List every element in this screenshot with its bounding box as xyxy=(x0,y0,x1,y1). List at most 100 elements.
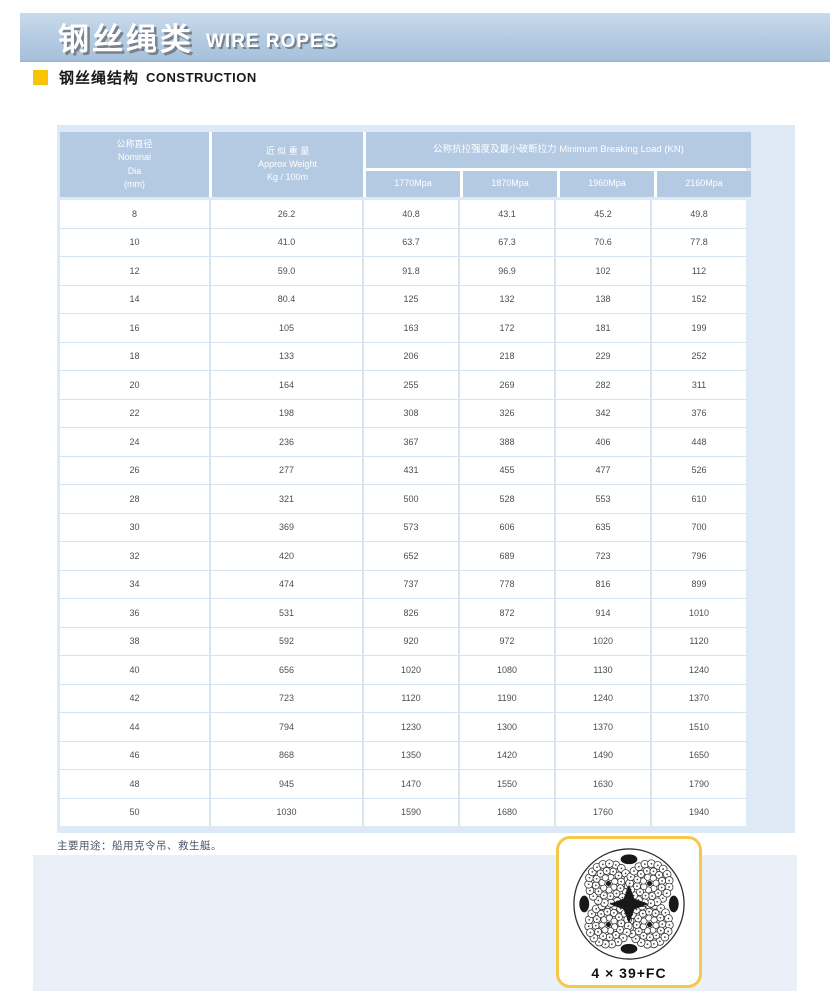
cell-load-1770: 920 xyxy=(364,627,458,655)
cell-load-1770: 500 xyxy=(364,485,458,513)
cell-load-1770: 255 xyxy=(364,371,458,399)
cell-diameter: 26 xyxy=(60,456,209,484)
cell-diameter: 48 xyxy=(60,770,209,798)
header-nominal-dia: 公称直径 Nominal Dia (mm) xyxy=(60,132,209,197)
cell-load-1870: 1420 xyxy=(460,741,554,769)
cell-load-1770: 367 xyxy=(364,428,458,456)
cell-weight: 105 xyxy=(211,314,362,342)
cell-load-2160: 1240 xyxy=(652,656,746,684)
cell-diameter: 8 xyxy=(60,200,209,228)
cell-diameter: 20 xyxy=(60,371,209,399)
cell-load-1770: 125 xyxy=(364,285,458,313)
cell-load-1870: 1300 xyxy=(460,713,554,741)
cell-load-2160: 1370 xyxy=(652,684,746,712)
cell-load-1960: 342 xyxy=(556,399,650,427)
banner-title-zh: 钢丝绳类 xyxy=(58,22,194,57)
cell-load-1960: 229 xyxy=(556,342,650,370)
cell-diameter: 46 xyxy=(60,741,209,769)
cell-load-2160: 1010 xyxy=(652,599,746,627)
cell-load-1870: 96.9 xyxy=(460,257,554,285)
header-grade-1770: 1770Mpa xyxy=(366,171,460,197)
cell-load-1770: 91.8 xyxy=(364,257,458,285)
cell-load-2160: 448 xyxy=(652,428,746,456)
header-breaking-load: 公称抗拉强度及最小破断拉力 Minimum Breaking Load (KN) xyxy=(366,132,751,168)
cell-load-1960: 45.2 xyxy=(556,200,650,228)
cell-load-1870: 43.1 xyxy=(460,200,554,228)
cell-weight: 868 xyxy=(211,741,362,769)
cell-weight: 41.0 xyxy=(211,228,362,256)
cell-load-1770: 431 xyxy=(364,456,458,484)
cell-load-1770: 1020 xyxy=(364,656,458,684)
cell-weight: 26.2 xyxy=(211,200,362,228)
cell-diameter: 24 xyxy=(60,428,209,456)
cell-load-1960: 406 xyxy=(556,428,650,456)
cell-load-1770: 1230 xyxy=(364,713,458,741)
cell-weight: 59.0 xyxy=(211,257,362,285)
cell-load-2160: 152 xyxy=(652,285,746,313)
cell-diameter: 38 xyxy=(60,627,209,655)
cell-diameter: 34 xyxy=(60,570,209,598)
cell-load-2160: 252 xyxy=(652,342,746,370)
cell-load-1870: 528 xyxy=(460,485,554,513)
cell-load-1960: 138 xyxy=(556,285,650,313)
cell-load-1870: 132 xyxy=(460,285,554,313)
cell-load-1870: 326 xyxy=(460,399,554,427)
header-nominal-dia-en1: Nominal xyxy=(117,152,151,163)
cell-load-1770: 163 xyxy=(364,314,458,342)
header-grade-2160: 2160Mpa xyxy=(657,171,751,197)
header-nominal-dia-en2: Dia xyxy=(127,165,142,176)
cell-load-1870: 172 xyxy=(460,314,554,342)
cell-load-1870: 1080 xyxy=(460,656,554,684)
cell-load-1960: 1370 xyxy=(556,713,650,741)
section-title-en: CONSTRUCTION xyxy=(146,69,257,85)
page-banner: 钢丝绳类 WIRE ROPES xyxy=(20,13,830,62)
section-bullet-icon xyxy=(33,69,48,85)
cell-diameter: 30 xyxy=(60,513,209,541)
cell-weight: 198 xyxy=(211,399,362,427)
cell-load-1870: 455 xyxy=(460,456,554,484)
cell-load-1870: 872 xyxy=(460,599,554,627)
cell-load-1770: 1350 xyxy=(364,741,458,769)
cell-diameter: 50 xyxy=(60,798,209,826)
cell-weight: 369 xyxy=(211,513,362,541)
cell-weight: 236 xyxy=(211,428,362,456)
cell-weight: 723 xyxy=(211,684,362,712)
cell-load-1870: 778 xyxy=(460,570,554,598)
rope-construction-card: 4 × 39+FC xyxy=(556,836,702,988)
header-grade-1960: 1960Mpa xyxy=(560,171,654,197)
cell-load-1770: 1590 xyxy=(364,798,458,826)
cell-diameter: 12 xyxy=(60,257,209,285)
cell-load-1870: 606 xyxy=(460,513,554,541)
cell-load-1770: 1470 xyxy=(364,770,458,798)
cell-weight: 277 xyxy=(211,456,362,484)
cell-load-1870: 1550 xyxy=(460,770,554,798)
cell-load-1960: 102 xyxy=(556,257,650,285)
cell-diameter: 32 xyxy=(60,542,209,570)
cell-load-1870: 972 xyxy=(460,627,554,655)
cell-weight: 1030 xyxy=(211,798,362,826)
cell-load-1870: 1680 xyxy=(460,798,554,826)
cell-load-2160: 1650 xyxy=(652,741,746,769)
header-approx-weight-en: Approx Weight xyxy=(258,158,317,169)
cell-diameter: 40 xyxy=(60,656,209,684)
cell-load-1960: 1630 xyxy=(556,770,650,798)
cell-load-1960: 723 xyxy=(556,542,650,570)
cell-load-2160: 1940 xyxy=(652,798,746,826)
cell-load-2160: 700 xyxy=(652,513,746,541)
cell-weight: 420 xyxy=(211,542,362,570)
cell-load-1770: 206 xyxy=(364,342,458,370)
cell-load-2160: 1120 xyxy=(652,627,746,655)
cell-weight: 164 xyxy=(211,371,362,399)
cell-load-1770: 826 xyxy=(364,599,458,627)
cell-weight: 656 xyxy=(211,656,362,684)
cell-load-1870: 689 xyxy=(460,542,554,570)
cell-load-1770: 652 xyxy=(364,542,458,570)
cell-load-2160: 49.8 xyxy=(652,200,746,228)
cell-load-1960: 816 xyxy=(556,570,650,598)
rope-construction-label: 4 × 39+FC xyxy=(591,965,667,981)
cell-load-1960: 1760 xyxy=(556,798,650,826)
cell-weight: 80.4 xyxy=(211,285,362,313)
cell-weight: 321 xyxy=(211,485,362,513)
cell-load-1770: 308 xyxy=(364,399,458,427)
cell-diameter: 14 xyxy=(60,285,209,313)
